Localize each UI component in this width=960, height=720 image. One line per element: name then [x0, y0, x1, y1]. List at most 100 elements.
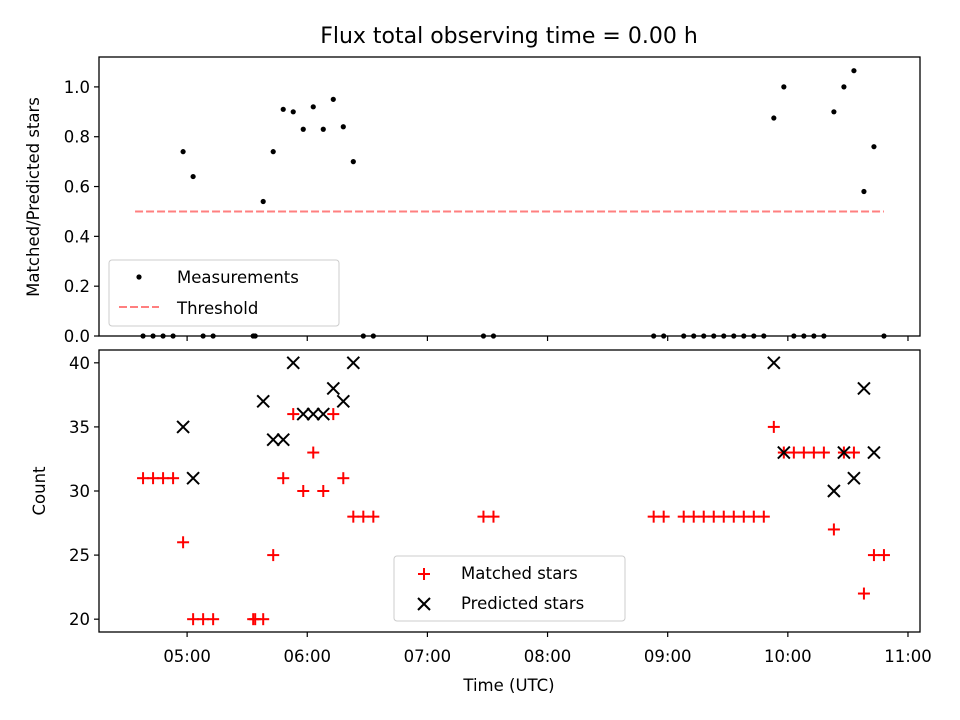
bottom-subplot: 20 25 30 35 40 05:00 06:00 07:00 08:00 09:00 10:0…	[30, 349, 932, 695]
measurement-point	[701, 333, 707, 339]
matched-star-point	[767, 420, 780, 433]
measurement-point	[811, 333, 817, 339]
matched-star-point	[487, 510, 500, 523]
measurement-point	[681, 333, 687, 339]
measurement-point	[170, 333, 176, 339]
matched-star-point	[307, 446, 320, 459]
bottom-y-tick-label: 25	[69, 546, 90, 565]
matched-star-point	[687, 510, 700, 523]
top-subplot: 0.0 0.2 0.4 0.6 0.8 1.0 Matched/Predicted sta…	[24, 56, 921, 346]
matched-star-point	[317, 485, 330, 497]
matched-star-point	[707, 510, 720, 523]
matched-star-point	[697, 510, 710, 523]
top-y-axis-label: Matched/Predicted stars	[24, 97, 43, 297]
top-y-axis: 0.0 0.2 0.4 0.6 0.8 1.0	[64, 78, 99, 346]
measurement-point	[801, 333, 807, 339]
predicted-star-point	[326, 381, 340, 396]
matched-star-point	[337, 472, 350, 485]
top-y-tick-label: 0.8	[64, 128, 90, 147]
measurement-point	[711, 333, 717, 339]
matched-star-point	[207, 613, 220, 626]
matched-star-point	[267, 549, 280, 562]
matched-star-point	[137, 472, 150, 485]
top-plot-frame	[98, 56, 921, 337]
measurement-point	[270, 149, 276, 155]
legend-measurements-label: Measurements	[177, 268, 299, 287]
matched-star-point	[327, 408, 340, 421]
measurement-point	[252, 333, 258, 339]
bottom-y-axis-label: Count	[30, 466, 49, 516]
measurement-point	[821, 333, 827, 339]
predicted-star-point	[256, 394, 270, 408]
measurement-point	[190, 173, 196, 180]
measurement-point	[300, 126, 306, 132]
measurement-point	[260, 198, 266, 205]
measurement-point	[771, 115, 777, 121]
top-x-axis	[186, 336, 909, 341]
top-legend: Measurements Threshold	[108, 259, 340, 327]
predicted-star-point	[857, 381, 871, 396]
predicted-star-point	[176, 420, 190, 434]
measurement-point	[861, 188, 867, 195]
matched-star-point	[647, 510, 660, 523]
matched-star-point	[717, 510, 730, 523]
measurement-point	[280, 106, 286, 112]
bottom-y-tick-label: 20	[69, 610, 90, 629]
bottom-x-tick-label: 05:00	[163, 647, 211, 666]
measurement-point	[751, 333, 757, 339]
predicted-star-point	[276, 433, 290, 447]
matched-star-point	[857, 587, 870, 600]
measurement-point	[180, 149, 186, 155]
legend-predicted-label: Predicted stars	[461, 594, 584, 613]
measurement-point	[210, 333, 216, 339]
matched-star-point	[347, 510, 360, 523]
predicted-star-point	[266, 433, 280, 447]
predicted-star-point	[837, 445, 851, 460]
matched-star-point	[787, 446, 800, 459]
measurement-point	[320, 126, 326, 132]
predicted-star-point	[767, 356, 781, 370]
bottom-x-axis: 05:00 06:00 07:00 08:00 09:00 10:00 11:00	[163, 632, 932, 666]
bottom-legend-box	[393, 555, 626, 622]
predicted-star-point	[777, 445, 791, 460]
measurement-point	[731, 333, 737, 339]
measurement-point	[340, 124, 346, 130]
bottom-legend: Matched stars Predicted stars	[393, 555, 626, 622]
bottom-x-tick-label: 11:00	[884, 647, 932, 666]
top-y-tick-label: 1.0	[64, 78, 90, 97]
measurement-point	[661, 333, 667, 339]
predicted-star-point	[316, 407, 330, 421]
predicted-star-point	[286, 356, 300, 370]
matched-star-point	[657, 510, 670, 523]
predicted-star-point	[867, 445, 881, 460]
bottom-y-tick-label: 35	[69, 418, 90, 437]
measurement-point	[831, 109, 837, 115]
measurement-point	[160, 333, 166, 339]
legend-measurements-marker	[136, 274, 142, 280]
matched-star-point	[167, 472, 180, 485]
measurement-point	[871, 144, 877, 150]
measurement-point	[140, 333, 146, 339]
legend-predicted-marker	[417, 597, 431, 611]
matched-star-point	[367, 510, 380, 523]
matched-star-point	[867, 549, 880, 562]
matched-star-point	[147, 472, 160, 485]
predicted-star-point	[296, 407, 310, 421]
matched-star-point	[737, 510, 750, 523]
matched-star-point	[277, 472, 290, 485]
matched-star-point	[727, 510, 740, 523]
top-y-tick-label: 0.4	[64, 227, 90, 246]
matched-star-point	[297, 485, 310, 497]
measurement-point	[360, 333, 366, 339]
bottom-plot-series	[137, 356, 890, 626]
measurement-point	[741, 333, 747, 339]
measurement-point	[721, 333, 727, 339]
measurement-point	[791, 333, 797, 339]
matched-star-point	[177, 536, 190, 549]
top-y-tick-label: 0.6	[64, 178, 90, 197]
bottom-x-axis-label: Time (UTC)	[462, 676, 554, 695]
legend-matched-marker	[418, 568, 430, 580]
figure-title: Flux total observing time = 0.00 h	[320, 24, 698, 49]
matched-star-point	[847, 446, 860, 459]
measurement-point	[851, 68, 857, 74]
